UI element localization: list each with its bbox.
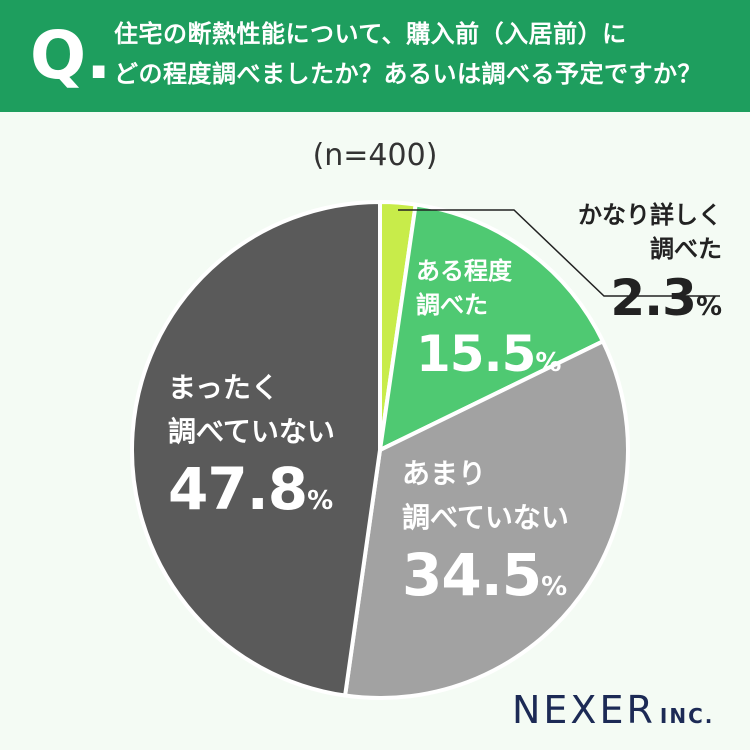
- leader-line-slice-1: [398, 209, 720, 297]
- brand-suffix: INC.: [659, 704, 715, 728]
- brand-logo: NEXER INC.: [512, 688, 714, 732]
- question-line-1: 住宅の断熱性能について、購入前（入居前）に: [114, 20, 627, 48]
- slice-label-1: かなり詳しく 調べた 2.3%: [578, 198, 722, 339]
- question-line-2: どの程度調べましたか？あるいは調べる予定ですか？: [114, 60, 702, 88]
- slice-label-2: ある程度 調べた 15.5%: [416, 254, 561, 395]
- slice-3-value: 34.5%: [402, 541, 568, 609]
- slice-3-category-line-1: あまり: [402, 457, 487, 490]
- pie-slice-2: [378, 202, 605, 452]
- slice-2-category-line-2: 調べた: [416, 291, 488, 319]
- slice-4-value: 47.8%: [168, 455, 334, 523]
- question-text: 住宅の断熱性能について、購入前（入居前）に どの程度調べましたか？あるいは調べる…: [114, 14, 734, 94]
- slice-label-3: あまり 調べていない 34.5%: [402, 452, 569, 622]
- question-header: Q. 住宅の断熱性能について、購入前（入居前）に どの程度調べましたか？あるいは…: [0, 0, 750, 112]
- slice-1-value: 2.3%: [610, 269, 722, 327]
- pie-slice-3: [343, 339, 630, 700]
- slice-1-category-line-1: かなり詳しく: [578, 201, 722, 229]
- slice-4-category-line-2: 調べていない: [168, 415, 335, 448]
- slice-1-category-line-2: 調べた: [650, 235, 722, 263]
- pie-slice-4: [130, 200, 382, 698]
- slice-2-value: 15.5%: [416, 325, 562, 383]
- brand-name: NEXER: [512, 688, 656, 732]
- slice-3-category-line-2: 調べていない: [402, 501, 569, 534]
- question-marker: Q.: [30, 17, 112, 94]
- slice-2-category-line-1: ある程度: [416, 257, 512, 285]
- sample-size: (n=400): [312, 138, 438, 173]
- slice-4-category-line-1: まったく: [168, 371, 279, 404]
- slice-label-4: まったく 調べていない 47.8%: [168, 366, 335, 536]
